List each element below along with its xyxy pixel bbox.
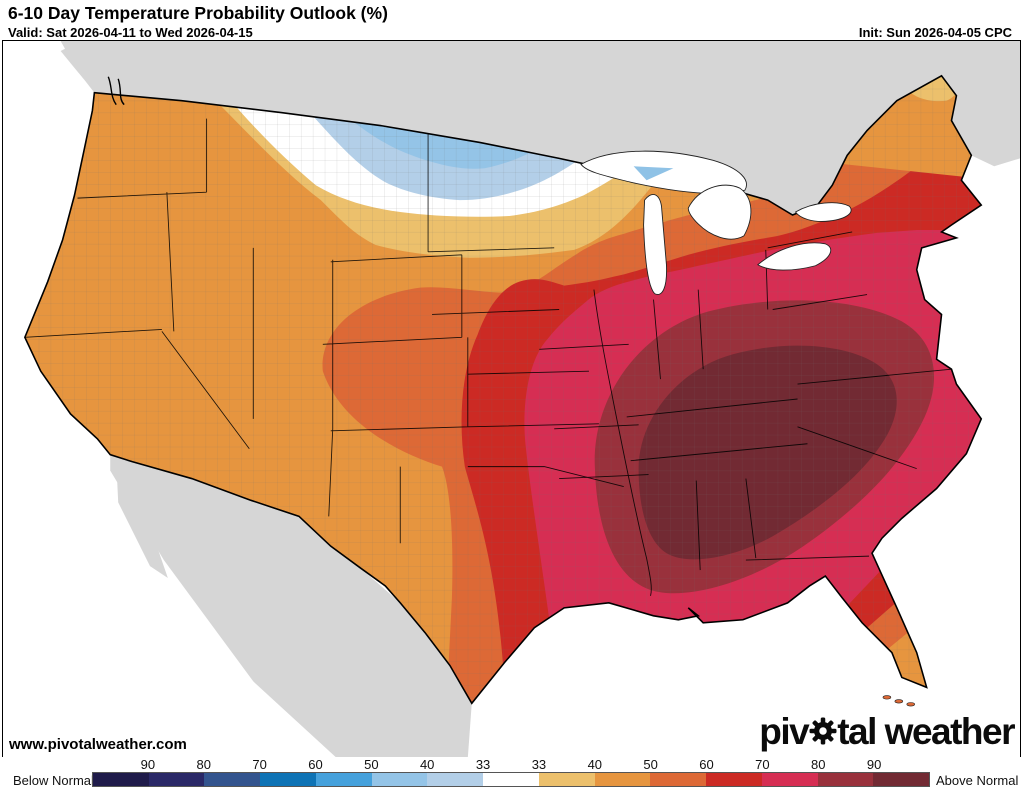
- watermark-url: www.pivotalweather.com: [5, 735, 193, 755]
- legend-tick: 40: [587, 757, 603, 772]
- lake-erie: [757, 242, 832, 271]
- legend-cell: [650, 773, 707, 786]
- init-time-label: Init: Sun 2026-04-05 CPC: [858, 25, 1012, 40]
- valid-range-label: Valid: Sat 2026-04-11 to Wed 2026-04-15: [8, 25, 253, 40]
- legend-cell: [761, 773, 818, 786]
- gear-icon: [808, 713, 838, 755]
- legend-cell: [371, 773, 428, 786]
- legend-tick: 90: [140, 757, 156, 772]
- legend-cell: [483, 773, 539, 786]
- lake-michigan: [643, 194, 667, 295]
- florida-keys: [882, 695, 916, 707]
- legend-cell: [204, 773, 261, 786]
- legend-tick: 50: [643, 757, 658, 772]
- legend-bar: [92, 772, 930, 787]
- legend-tick: 60: [308, 757, 323, 772]
- below-normal-label: Below Normal: [13, 773, 94, 788]
- legend-tick: 33: [475, 757, 491, 772]
- legend: Below Normal Above Normal 90 80 70 60 50 40 33…: [0, 757, 1024, 791]
- us-outline: [23, 74, 983, 705]
- map-frame: www.pivotalweather.com piv: [2, 40, 1021, 759]
- legend-tick: 90: [866, 757, 882, 772]
- legend-cell: [93, 773, 149, 786]
- superior-blue-wedge: [633, 166, 674, 181]
- lake-huron: [687, 184, 752, 240]
- page-title: 6-10 Day Temperature Probability Outlook…: [8, 3, 388, 23]
- logo-text-tal-weather: tal weather: [837, 711, 1015, 752]
- us-probability-map: [3, 41, 1020, 758]
- legend-tick: 80: [196, 757, 211, 772]
- legend-cell: [148, 773, 205, 786]
- legend-cell: [873, 773, 930, 786]
- legend-tick: 40: [419, 757, 435, 772]
- baja-peninsula: [116, 460, 168, 579]
- legend-cell: [315, 773, 372, 786]
- vancouver-island: [60, 46, 110, 100]
- legend-cell: [594, 773, 651, 786]
- mexico-landmass: [110, 454, 472, 758]
- pivotal-weather-logo: piv tal weat: [759, 709, 1015, 755]
- legend-cell: [538, 773, 595, 786]
- legend-tick: 60: [699, 757, 714, 772]
- legend-tick: 70: [755, 757, 770, 772]
- legend-cell: [260, 773, 316, 786]
- puget-sound-detail: [107, 76, 125, 106]
- legend-tick: 50: [364, 757, 379, 772]
- logo-text-piv: piv: [759, 711, 809, 752]
- legend-cell: [706, 773, 762, 786]
- above-normal-label: Above Normal: [936, 773, 1019, 788]
- legend-cell: [817, 773, 874, 786]
- state-borders: [24, 118, 952, 597]
- legend-cell: [427, 773, 484, 786]
- legend-tick: 80: [811, 757, 826, 772]
- canada-landmass: [3, 41, 1020, 216]
- legend-tick: 70: [252, 757, 267, 772]
- lake-ontario: [794, 202, 852, 222]
- legend-tick: 33: [531, 757, 547, 772]
